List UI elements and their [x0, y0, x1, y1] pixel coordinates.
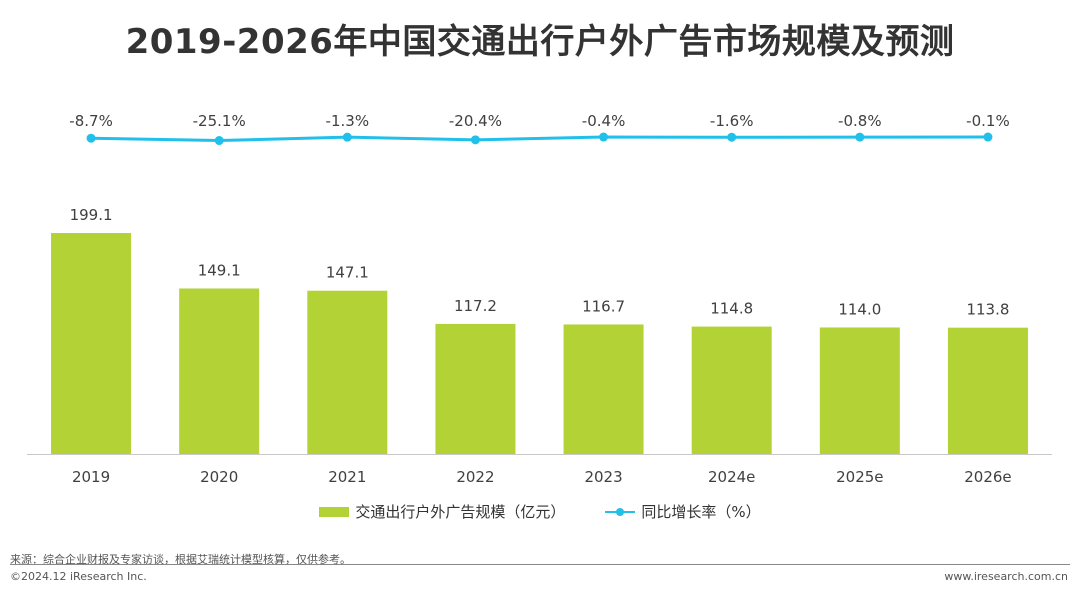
x-tick-label: 2026e: [964, 468, 1011, 486]
x-tick-label: 2023: [584, 468, 622, 486]
chart-title: 2019-2026年中国交通出行户外广告市场规模及预测: [125, 22, 955, 62]
bar: [179, 288, 260, 454]
legend-bar-swatch: [319, 506, 350, 517]
x-tick-label: 2020: [200, 468, 238, 486]
growth-value-label: -0.4%: [582, 112, 626, 130]
growth-value-label: -25.1%: [193, 112, 246, 130]
bar-value-label: 199.1: [70, 206, 113, 224]
legend-line-label: 同比增长率（%）: [641, 503, 761, 521]
bar-value-label: 117.2: [454, 297, 497, 315]
growth-point: [214, 136, 224, 146]
legend-item-line: 同比增长率（%）: [605, 501, 761, 522]
bar-value-label: 113.8: [966, 301, 1009, 319]
bar-value-label: 149.1: [198, 261, 241, 279]
x-tick-label: 2025e: [836, 468, 883, 486]
website-link[interactable]: www.iresearch.com.cn: [944, 570, 1068, 583]
bar: [51, 233, 132, 454]
bar-value-label: 114.0: [838, 300, 881, 318]
legend-item-bar: 交通出行户外广告规模（亿元）: [319, 501, 565, 522]
growth-point: [86, 133, 96, 143]
growth-point: [855, 132, 865, 142]
bar: [563, 324, 644, 454]
growth-point: [983, 132, 993, 142]
growth-value-label: -20.4%: [449, 112, 502, 130]
bar: [691, 326, 772, 454]
legend-line-swatch: [605, 507, 636, 517]
x-tick-label: 2019: [72, 468, 110, 486]
bar-value-label: 114.8: [710, 300, 753, 318]
growth-line: [91, 135, 988, 143]
growth-value-label: -8.7%: [69, 112, 113, 130]
x-tick-label: 2024e: [708, 468, 755, 486]
growth-point: [727, 132, 737, 142]
growth-value-label: -1.3%: [326, 112, 370, 130]
growth-point: [599, 132, 609, 142]
legend: 交通出行户外广告规模（亿元） 同比增长率（%）: [0, 501, 1080, 522]
growth-value-label: -0.1%: [966, 112, 1010, 130]
copyright: ©2024.12 iResearch Inc.: [10, 570, 147, 583]
bar-value-label: 116.7: [582, 297, 625, 315]
growth-value-label: -0.8%: [838, 112, 882, 130]
bar: [819, 327, 900, 454]
footer-divider: [10, 564, 1070, 565]
bar: [435, 323, 516, 454]
bar: [947, 327, 1028, 454]
growth-value-label: -1.6%: [710, 112, 754, 130]
bar-value-label: 147.1: [326, 264, 369, 282]
growth-point: [470, 135, 480, 145]
source-note: 来源：综合企业财报及专家访谈，根据艾瑞统计模型核算，仅供参考。: [10, 553, 351, 566]
bar: [307, 290, 388, 454]
x-tick-label: 2022: [456, 468, 494, 486]
legend-bar-label: 交通出行户外广告规模（亿元）: [355, 503, 566, 521]
x-tick-label: 2021: [328, 468, 366, 486]
growth-point: [342, 132, 352, 142]
